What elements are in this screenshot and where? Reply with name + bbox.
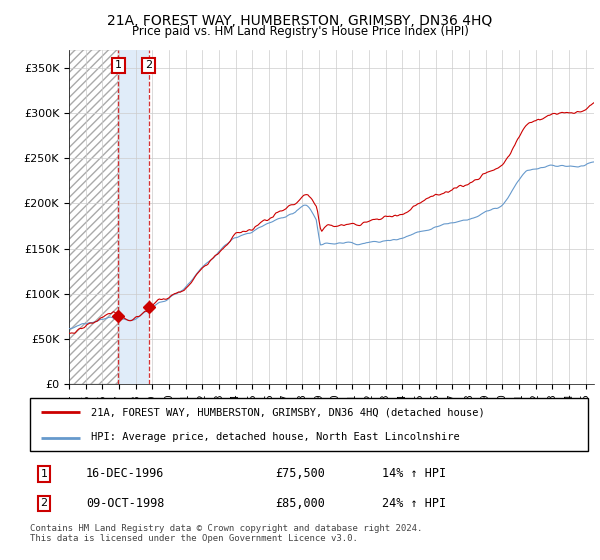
Text: 21A, FOREST WAY, HUMBERSTON, GRIMSBY, DN36 4HQ: 21A, FOREST WAY, HUMBERSTON, GRIMSBY, DN… [107, 14, 493, 28]
Text: 2: 2 [40, 498, 47, 508]
Text: 09-OCT-1998: 09-OCT-1998 [86, 497, 164, 510]
Text: 1: 1 [115, 60, 122, 71]
Text: 16-DEC-1996: 16-DEC-1996 [86, 468, 164, 480]
Text: Contains HM Land Registry data © Crown copyright and database right 2024.
This d: Contains HM Land Registry data © Crown c… [30, 524, 422, 543]
Text: HPI: Average price, detached house, North East Lincolnshire: HPI: Average price, detached house, Nort… [91, 432, 460, 442]
Bar [69, 50, 118, 384]
Text: 21A, FOREST WAY, HUMBERSTON, GRIMSBY, DN36 4HQ (detached house): 21A, FOREST WAY, HUMBERSTON, GRIMSBY, DN… [91, 408, 485, 418]
Text: 14% ↑ HPI: 14% ↑ HPI [382, 468, 446, 480]
Bar [118, 50, 149, 384]
Text: £85,000: £85,000 [275, 497, 325, 510]
Text: 1: 1 [40, 469, 47, 479]
Text: £75,500: £75,500 [275, 468, 325, 480]
Text: 2: 2 [145, 60, 152, 71]
Text: 24% ↑ HPI: 24% ↑ HPI [382, 497, 446, 510]
Text: Price paid vs. HM Land Registry's House Price Index (HPI): Price paid vs. HM Land Registry's House … [131, 25, 469, 38]
FancyBboxPatch shape [30, 398, 588, 451]
